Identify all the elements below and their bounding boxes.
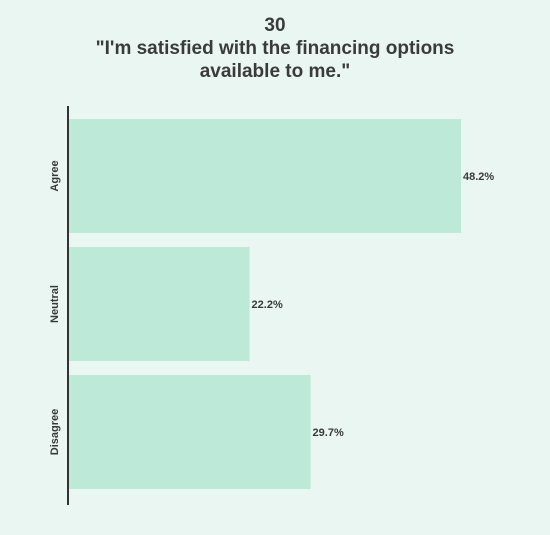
chart-title-line-1: 30 [264,15,286,36]
bar-value-label-agree: 48.2% [463,171,494,183]
category-label-neutral: Neutral [49,285,61,323]
chart-title: 30 "I'm satisfied with the financing opt… [0,14,550,83]
bar-neutral [69,247,250,361]
chart-title-line-3: available to me." [199,61,351,82]
bar-agree [69,119,462,233]
bar-value-label-neutral: 22.2% [252,299,283,311]
chart-title-line-2: "I'm satisfied with the financing option… [95,38,455,59]
category-label-disagree: Disagree [49,409,61,455]
bar-disagree [69,375,311,489]
bar-value-label-disagree: 29.7% [313,427,344,439]
category-label-agree: Agree [49,160,61,191]
